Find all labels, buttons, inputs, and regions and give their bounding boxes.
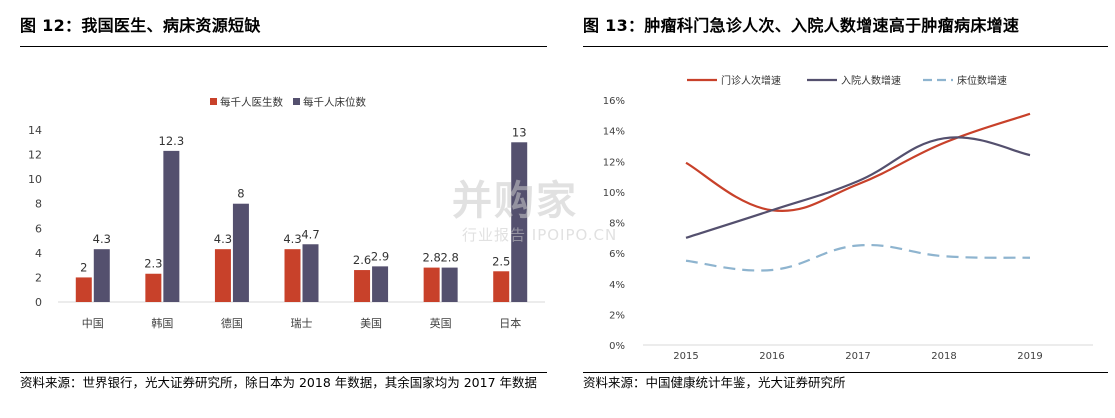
legend-swatch (293, 98, 300, 105)
legend-label: 门诊人次增速 (721, 74, 781, 87)
y-tick-label: 4% (609, 280, 625, 291)
bar-value-label: 4.3 (283, 232, 301, 246)
line-chart: 0% 2% 4% 6% 8% 10% 12% 14% 16% 2015 2016 2017 2018 20… (603, 74, 1093, 362)
bar-doctors (145, 273, 162, 302)
source-rule (20, 372, 547, 373)
x-tick-label: 中国 (82, 317, 104, 330)
right-figure-panel: 图 13：肿瘤科门急诊人次、入院人数增速高于肿瘤病床增速 0% 2% 4% 6% 8% 1… (560, 0, 1115, 418)
bar-beds (372, 266, 389, 302)
x-tick-label: 德国 (221, 316, 243, 330)
x-tick-label: 2018 (931, 351, 956, 362)
legend-label: 每千人床位数 (303, 96, 366, 109)
y-tick-label: 16% (603, 96, 625, 107)
bar-doctors (423, 267, 440, 302)
x-tick-label: 瑞士 (291, 316, 313, 330)
left-figure-panel: 图 12：我国医生、病床资源短缺 0 2 4 6 8 10 12 14 2 4.3 中国 2.3 12.… (20, 16, 547, 390)
y-tick-label: 2% (609, 310, 625, 321)
bar-doctors (214, 249, 231, 302)
legend-label: 每千人医生数 (220, 96, 283, 109)
y-tick-label: 12% (603, 157, 625, 168)
bar-doctors (75, 277, 92, 302)
series-line-outpatient (685, 112, 1031, 213)
bar-value-label: 12.3 (159, 134, 185, 148)
figure-13-title: 图 13：肿瘤科门急诊人次、入院人数增速高于肿瘤病床增速 (583, 16, 1020, 35)
y-tick-label: 10 (28, 173, 42, 186)
y-tick-label: 10% (603, 188, 625, 199)
bar-doctors (354, 270, 371, 302)
title-rule (583, 46, 1108, 47)
legend-swatch (210, 98, 217, 105)
bar-value-label: 4.3 (93, 232, 111, 246)
bar-value-label: 4.7 (301, 227, 319, 241)
bar-value-label: 2.5 (492, 254, 510, 268)
bar-value-label: 13 (512, 125, 527, 139)
bar-beds (441, 267, 458, 302)
bar-value-label: 2.9 (371, 249, 389, 263)
y-tick-label: 12 (28, 149, 42, 162)
bar-value-label: 4.3 (214, 232, 232, 246)
bar-beds (511, 142, 528, 302)
y-tick-label: 14 (28, 124, 42, 137)
y-tick-label: 0 (35, 296, 42, 309)
y-tick-label: 2 (35, 271, 42, 284)
x-tick-label: 2017 (845, 351, 870, 362)
x-tick-label: 2019 (1017, 351, 1042, 362)
legend-label: 床位数增速 (957, 74, 1007, 87)
x-tick-label: 2015 (673, 351, 698, 362)
y-tick-label: 14% (603, 127, 625, 138)
legend-label: 入院人数增速 (841, 74, 901, 87)
series-line-beds (685, 243, 1031, 272)
bar-doctors (284, 249, 301, 302)
bar-beds (232, 203, 249, 302)
source-rule (583, 372, 1108, 373)
bar-value-label: 2 (80, 260, 87, 274)
y-tick-label: 4 (35, 247, 42, 260)
bar-value-label: 2.3 (144, 257, 162, 271)
y-tick-label: 6% (609, 249, 625, 260)
x-tick-label: 日本 (499, 316, 521, 330)
bar-beds (93, 249, 110, 302)
x-tick-label: 韩国 (151, 316, 173, 330)
x-tick-label: 英国 (430, 316, 452, 330)
title-rule (20, 46, 547, 47)
bar-beds (302, 244, 319, 302)
y-tick-label: 8% (609, 219, 625, 230)
x-tick-label: 2016 (759, 351, 784, 362)
bar-doctors (493, 271, 510, 302)
figure-12-source: 资料来源：世界银行，光大证券研究所，除日本为 2018 年数据，其余国家均为 2… (20, 375, 538, 390)
figure-13-source: 资料来源：中国健康统计年鉴，光大证券研究所 (583, 375, 846, 390)
series-line-admissions (685, 136, 1031, 239)
bar-beds (163, 150, 180, 302)
bar-value-label: 2.8 (422, 251, 440, 265)
y-tick-label: 6 (35, 222, 42, 235)
x-tick-label: 美国 (360, 317, 382, 330)
y-tick-label: 0% (609, 341, 625, 352)
bar-value-label: 8 (237, 187, 244, 201)
bar-value-label: 2.8 (440, 251, 458, 265)
figure-12-title: 图 12：我国医生、病床资源短缺 (20, 16, 261, 35)
bar-value-label: 2.6 (353, 253, 371, 267)
y-tick-label: 8 (35, 198, 42, 211)
